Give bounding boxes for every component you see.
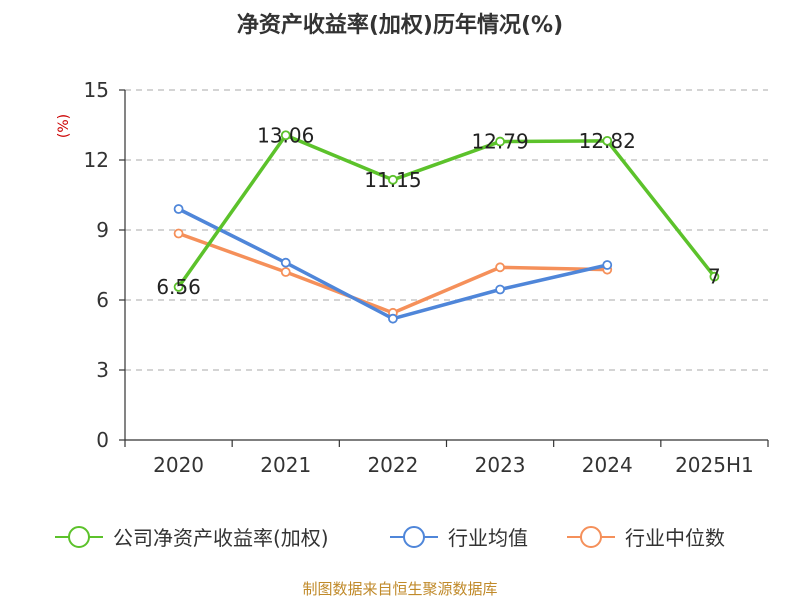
legend-label: 公司净资产收益率(加权)	[113, 526, 329, 550]
legend-marker	[403, 526, 425, 548]
series-point	[495, 136, 505, 147]
x-tick-label: 2024	[582, 453, 633, 477]
legend-marker	[580, 526, 602, 548]
data-labels: 6.56 13.06 11.15 12.79 12.82 7	[156, 123, 720, 299]
legend: 公司净资产收益率(加权) 行业均值 行业中位数	[55, 526, 725, 550]
x-tick-label: 2020	[153, 453, 204, 477]
series-point	[495, 284, 505, 295]
axes: 0 3 6 9 12 15 2020 2021 2022 2023 2024 2025H1	[84, 78, 769, 477]
series-point	[280, 257, 291, 268]
chart-title: 净资产收益率(加权)历年情况(%)	[237, 12, 563, 38]
y-tick-label: 15	[84, 78, 109, 102]
y-tick-label: 12	[84, 148, 109, 172]
series-point	[173, 228, 184, 239]
data-label: 6.56	[156, 275, 201, 299]
legend-label: 行业均值	[448, 526, 528, 550]
series	[173, 130, 720, 324]
data-label: 12.79	[471, 130, 528, 154]
legend-item: 公司净资产收益率(加权)	[55, 526, 329, 550]
series-line	[177, 133, 716, 288]
y-tick-label: 9	[96, 218, 109, 242]
series-point	[495, 262, 505, 273]
x-tick-label: 2023	[475, 453, 526, 477]
series-point	[602, 260, 613, 270]
x-tick-label: 2021	[260, 453, 311, 477]
series-line	[177, 207, 608, 321]
data-label: 11.15	[364, 168, 421, 192]
x-tick-label: 2025H1	[675, 453, 754, 477]
x-tick-label: 2022	[367, 453, 418, 477]
y-axis-label: (%)	[56, 114, 72, 138]
data-label: 7	[708, 265, 721, 289]
y-tick-label: 6	[96, 288, 109, 312]
series-point	[388, 174, 398, 185]
series-point	[173, 282, 184, 292]
legend-item: 行业中位数	[567, 526, 725, 550]
series-line	[177, 231, 608, 315]
series-point	[709, 271, 720, 282]
series-point	[280, 130, 291, 141]
series-point	[602, 135, 613, 146]
legend-item: 行业均值	[390, 526, 528, 550]
legend-marker	[68, 526, 90, 548]
series-point	[173, 204, 184, 214]
y-tick-label: 0	[96, 428, 109, 452]
legend-label: 行业中位数	[625, 526, 725, 550]
series-point	[388, 313, 398, 324]
y-tick-label: 3	[96, 358, 109, 382]
series-point	[280, 267, 291, 277]
data-label: 12.82	[579, 129, 636, 153]
data-label: 13.06	[257, 123, 314, 147]
source-note: 制图数据来自恒生聚源数据库	[302, 580, 497, 598]
